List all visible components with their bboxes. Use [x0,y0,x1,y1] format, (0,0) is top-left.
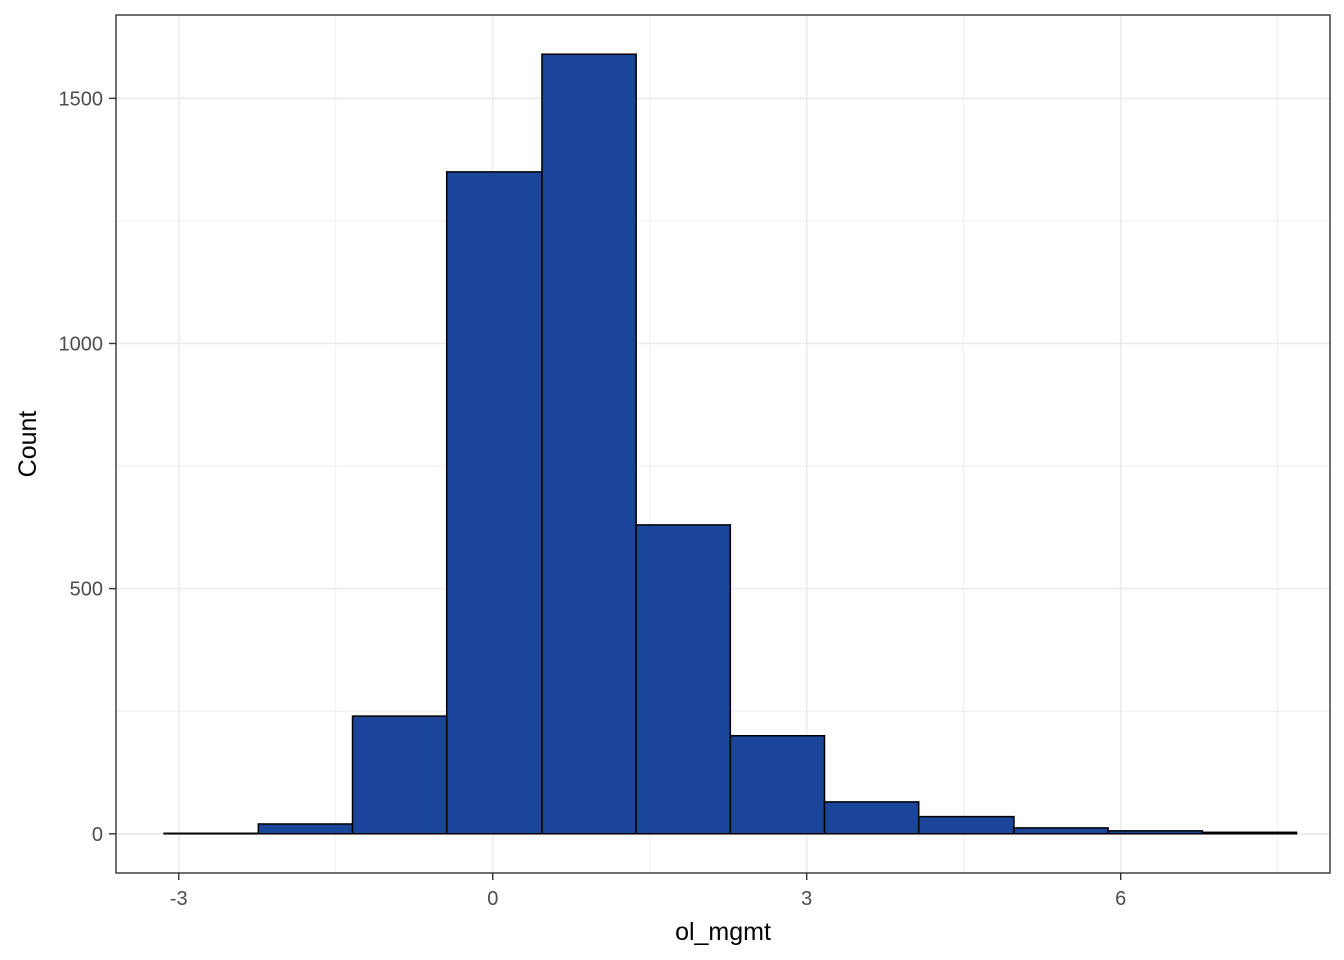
x-tick-label: 3 [801,888,812,910]
histogram-bar [163,832,260,835]
x-tick-label: 0 [487,888,498,910]
y-tick-label: 1500 [59,88,104,110]
histogram-bars [163,53,1298,835]
x-tick-label: -3 [170,888,188,910]
grid-lines [116,15,1330,873]
y-axis-title: Count [14,411,42,478]
x-axis-title: ol_mgmt [675,918,771,946]
histogram-bar [1201,831,1298,835]
axes: -3 0 3 6 0 500 1000 1500 [59,88,1127,910]
histogram-bar [257,823,354,835]
histogram-bar [823,801,920,835]
y-tick-label: 500 [70,579,103,601]
histogram-bar [635,524,732,835]
histogram-bar [541,53,637,835]
histogram-bar [351,715,448,835]
histogram-bar [917,815,1015,835]
y-tick-label: 1000 [59,333,104,355]
histogram-bar [445,171,543,835]
panel-border [115,14,1331,874]
x-tick-label: 6 [1115,888,1126,910]
y-tick-label: 0 [92,824,103,846]
histogram-bar [1013,827,1109,835]
histogram-bar [1107,830,1204,835]
histogram-bar [729,734,826,835]
